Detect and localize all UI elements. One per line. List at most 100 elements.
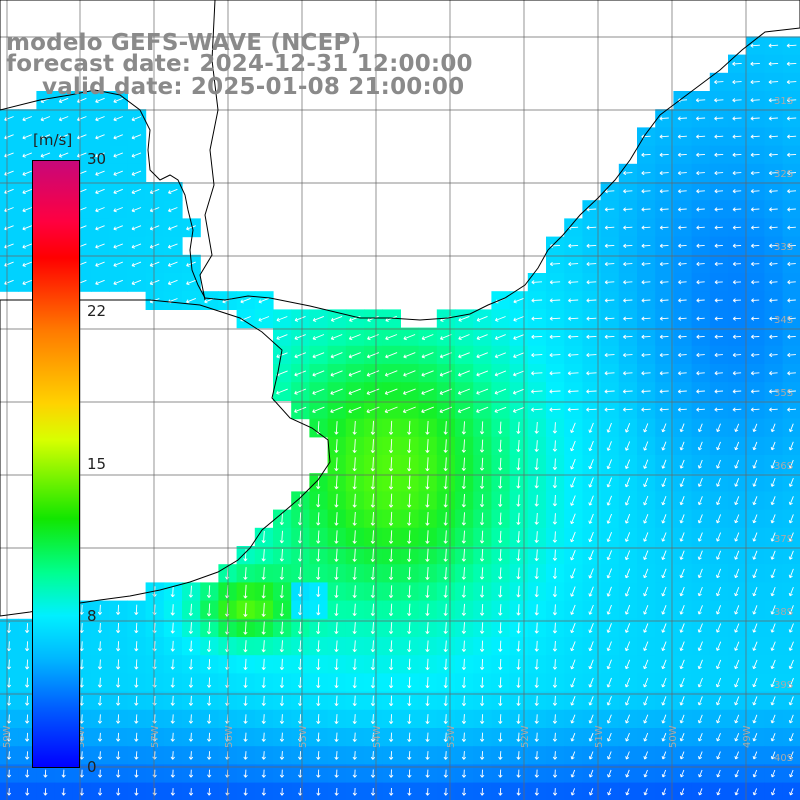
colorbar-tick: 8 — [87, 607, 97, 625]
wind-arrow — [25, 732, 30, 742]
wind-arrow — [732, 389, 742, 394]
wind-arrow — [261, 751, 266, 760]
wind-arrow — [732, 243, 742, 248]
wind-arrow — [95, 97, 105, 104]
wind-arrow — [495, 316, 506, 322]
coastline — [0, 0, 800, 617]
wind-arrow — [588, 677, 594, 688]
wind-arrow — [6, 788, 12, 796]
wind-arrow — [752, 550, 758, 560]
wind-arrow — [457, 406, 471, 414]
wind-arrow — [366, 388, 380, 395]
wind-arrow — [113, 97, 123, 104]
wind-arrow — [389, 732, 394, 742]
wind-arrow — [298, 751, 303, 760]
wind-arrow — [643, 423, 649, 433]
wind-arrow — [134, 659, 139, 670]
wind-arrow — [677, 116, 688, 121]
wind-arrow — [476, 406, 489, 413]
grid-labels: 59W 58W 57W 56W 55W 54W 53W 52W 51W 50W 49W 31S 32S 3… — [2, 96, 793, 764]
wind-arrow — [534, 421, 539, 434]
wind-arrow — [188, 769, 194, 778]
wind-arrow — [425, 769, 430, 778]
wind-arrow — [149, 188, 160, 195]
wind-arrow — [279, 714, 285, 724]
wind-arrow — [552, 586, 558, 598]
wind-arrow — [570, 513, 576, 525]
wind-arrow — [549, 389, 561, 394]
wind-arrow — [552, 531, 558, 543]
wind-arrow — [570, 677, 576, 688]
wind-arrow — [624, 586, 631, 597]
wind-arrow — [787, 189, 797, 194]
wind-arrow — [768, 152, 778, 157]
wind-arrow — [623, 371, 633, 376]
wind-arrow — [586, 371, 597, 376]
longitude-label: 51W — [594, 725, 605, 748]
wind-arrow — [243, 732, 248, 742]
wind-arrow — [787, 316, 796, 321]
wind-arrow — [714, 134, 724, 139]
wind-arrow — [443, 677, 448, 689]
wind-arrow — [697, 733, 703, 742]
wind-arrow — [516, 604, 521, 616]
wind-arrow — [770, 659, 776, 670]
wind-arrow — [604, 407, 615, 412]
wind-arrow — [677, 170, 687, 176]
wind-arrow — [407, 695, 412, 707]
wind-arrow — [586, 334, 597, 339]
wind-arrow — [22, 225, 32, 231]
wind-arrow — [22, 152, 32, 158]
wind-arrow — [787, 371, 796, 376]
wind-arrow — [661, 495, 667, 506]
wind-arrow — [388, 585, 394, 598]
wind-arrow — [643, 550, 649, 560]
wind-arrow — [570, 622, 576, 634]
wind-arrow — [769, 334, 778, 339]
wind-arrow — [641, 152, 651, 157]
wind-arrow — [770, 696, 776, 706]
longitude-label: 57W — [150, 725, 161, 748]
wind-arrow — [407, 511, 412, 526]
wind-arrow — [624, 604, 631, 615]
latitude-label: 36S — [774, 461, 793, 472]
wind-arrow — [370, 420, 375, 435]
wind-arrow — [425, 658, 430, 671]
wind-arrow — [606, 477, 613, 488]
wind-arrow — [552, 622, 558, 634]
wind-arrow — [661, 477, 667, 487]
wind-arrow — [696, 170, 705, 176]
wind-arrow — [714, 207, 724, 212]
wind-arrow — [679, 423, 685, 433]
wind-arrow — [770, 496, 776, 506]
wind-arrow — [403, 352, 416, 359]
wind-arrow — [188, 677, 194, 688]
wind-arrow — [570, 659, 576, 670]
wind-arrow — [95, 170, 105, 176]
wind-arrow — [661, 514, 667, 524]
wind-arrow — [570, 604, 576, 615]
wind-arrow — [131, 116, 142, 122]
wind-arrow — [207, 788, 212, 796]
wind-arrow — [298, 732, 303, 742]
wind-arrow — [567, 371, 579, 376]
wind-arrow — [643, 788, 648, 796]
wind-arrow — [516, 659, 521, 670]
wind-arrow — [732, 98, 742, 103]
wind-arrow — [770, 477, 776, 487]
wind-arrow — [494, 370, 507, 377]
wind-arrow — [768, 43, 779, 48]
wind-arrow — [604, 298, 615, 303]
wind-arrow — [586, 298, 597, 303]
wind-arrow — [588, 623, 594, 633]
wind-arrow — [97, 677, 103, 688]
wind-arrow — [334, 585, 339, 598]
wind-arrow — [661, 751, 667, 760]
wind-arrow — [498, 549, 503, 562]
wind-arrow — [384, 370, 398, 377]
wind-arrow — [788, 659, 794, 670]
wind-arrow — [498, 732, 503, 742]
wind-arrow — [716, 441, 721, 451]
wind-arrow — [298, 714, 303, 724]
wind-arrow — [22, 261, 32, 267]
